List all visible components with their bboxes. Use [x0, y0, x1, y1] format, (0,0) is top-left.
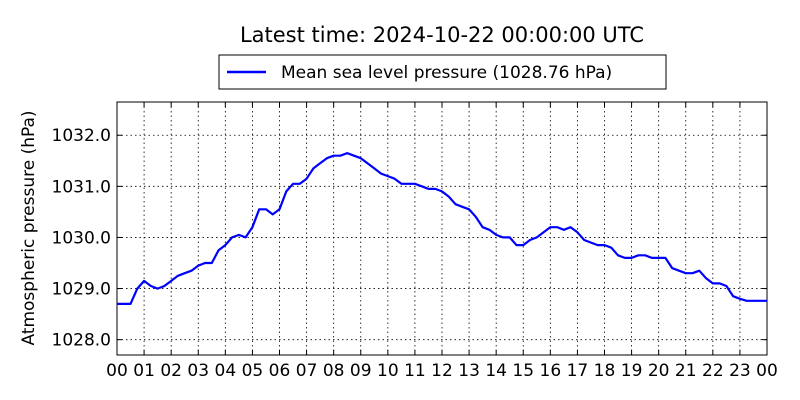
x-tick-label: 00 — [756, 361, 778, 381]
y-tick-label: 1030.0 — [52, 228, 111, 248]
y-tick-label: 1028.0 — [52, 331, 111, 351]
y-tick-labels: 1028.0 1029.0 1030.0 1031.0 1032.0 — [52, 126, 111, 350]
x-tick-label: 10 — [377, 361, 399, 381]
x-tick-label: 05 — [242, 361, 264, 381]
x-tick-label: 21 — [675, 361, 697, 381]
x-tick-label: 15 — [512, 361, 534, 381]
legend-label: Mean sea level pressure (1028.76 hPa) — [281, 63, 612, 83]
y-tick-label: 1031.0 — [52, 177, 111, 197]
x-tick-label: 06 — [269, 361, 291, 381]
x-tick-label: 19 — [621, 361, 643, 381]
x-tick-label: 22 — [702, 361, 724, 381]
x-tick-label: 07 — [296, 361, 318, 381]
x-tick-label: 20 — [648, 361, 670, 381]
y-tick-label: 1029.0 — [52, 280, 111, 300]
x-tick-label: 23 — [729, 361, 751, 381]
x-tick-label: 14 — [485, 361, 507, 381]
x-tick-label: 12 — [431, 361, 453, 381]
axis-ticks — [116, 102, 768, 355]
chart-title: Latest time: 2024-10-22 00:00:00 UTC — [240, 23, 644, 47]
x-tick-label: 01 — [133, 361, 155, 381]
x-tick-label: 04 — [215, 361, 237, 381]
x-tick-label: 02 — [160, 361, 182, 381]
y-axis-label: Atmospheric pressure (hPa) — [19, 110, 39, 345]
legend-box — [218, 54, 667, 90]
grid-lines — [117, 102, 767, 355]
x-tick-label: 11 — [404, 361, 426, 381]
x-tick-labels: 00 01 02 03 04 05 06 07 08 09 10 11 12 13 14 15 16 17 18 19… — [106, 361, 778, 381]
x-tick-label: 08 — [323, 361, 345, 381]
x-tick-label: 13 — [458, 361, 480, 381]
x-tick-label: 09 — [350, 361, 372, 381]
x-tick-label: 03 — [187, 361, 209, 381]
x-tick-label: 18 — [594, 361, 616, 381]
series-line-msl-pressure — [117, 152, 767, 305]
x-tick-label: 00 — [106, 361, 128, 381]
plot-area — [116, 101, 768, 356]
x-tick-label: 16 — [540, 361, 562, 381]
y-tick-label: 1032.0 — [52, 126, 111, 146]
x-tick-label: 17 — [567, 361, 589, 381]
legend: Mean sea level pressure (1028.76 hPa) — [218, 54, 667, 90]
